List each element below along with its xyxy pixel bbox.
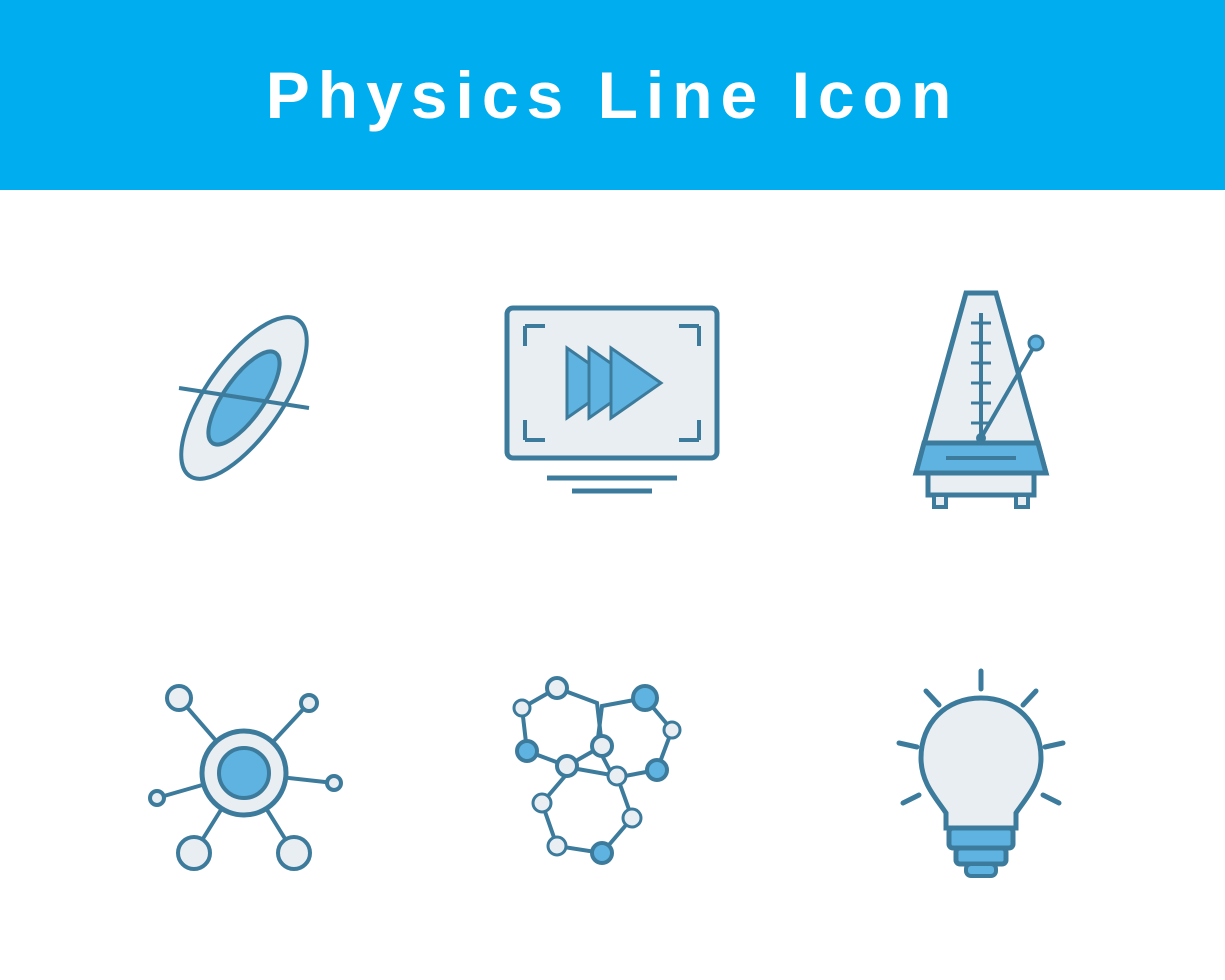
icon-cell <box>468 625 756 920</box>
neuron-network-icon <box>139 668 349 878</box>
icon-cell <box>100 250 388 545</box>
page-title: Physics Line Icon <box>266 57 960 133</box>
header-banner: Physics Line Icon <box>0 0 1225 190</box>
icon-grid <box>0 190 1225 980</box>
icon-cell <box>837 250 1125 545</box>
metronome-icon <box>886 283 1076 513</box>
fast-forward-icon <box>497 298 727 498</box>
icon-cell <box>100 625 388 920</box>
molecule-hex-icon <box>502 668 722 878</box>
lightbulb-icon <box>881 663 1081 883</box>
galaxy-orbit-icon <box>144 288 344 508</box>
icon-cell <box>468 250 756 545</box>
icon-cell <box>837 625 1125 920</box>
